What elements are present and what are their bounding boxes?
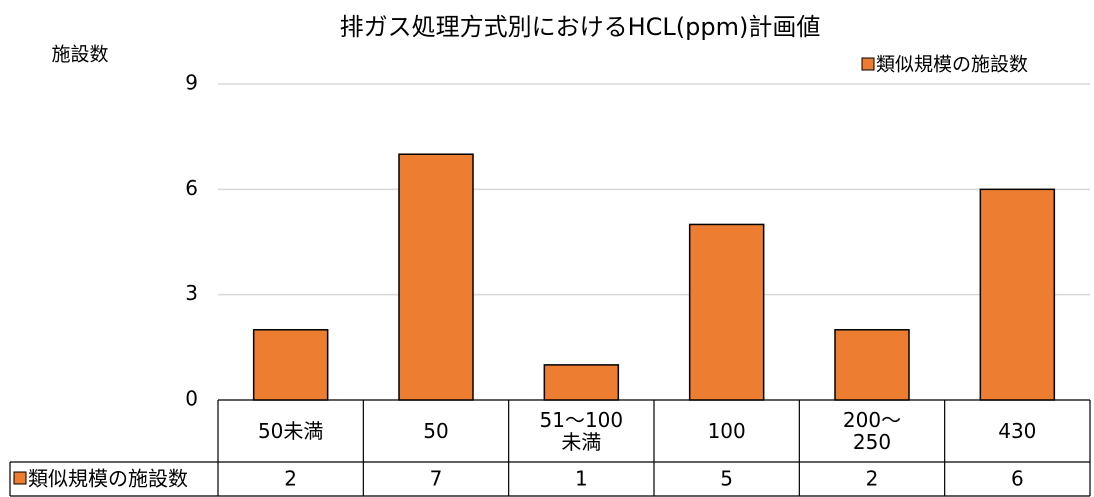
table-value: 2 (866, 467, 879, 491)
table-value: 7 (430, 467, 443, 491)
bar (398, 153, 474, 401)
bar (543, 364, 620, 401)
table-value: 5 (720, 467, 733, 491)
bar (979, 188, 1056, 401)
x-tick-label: 200～250 (842, 408, 902, 454)
x-tick-label: 430 (998, 419, 1037, 443)
table-value: 2 (284, 467, 297, 491)
bar (834, 329, 910, 401)
chart-title: 排ガス処理方式別におけるHCL(ppm)計画値 (340, 13, 821, 41)
table-series-name: 類似規模の施設数 (28, 467, 188, 491)
x-tick-label: 100 (707, 419, 746, 443)
table-value: 6 (1011, 467, 1024, 491)
x-tick-label: 50 (423, 419, 449, 443)
legend-key (13, 471, 27, 485)
x-tick-label: 51～100未満 (539, 408, 624, 454)
bar (688, 223, 765, 401)
legend-label: 類似規模の施設数 (876, 54, 1028, 76)
y-tick-label: 6 (185, 176, 198, 200)
y-tick-label: 0 (185, 387, 198, 411)
table-value: 1 (575, 467, 588, 491)
y-tick-label: 3 (185, 281, 198, 305)
bar (252, 329, 329, 401)
y-tick-label: 9 (185, 71, 198, 95)
legend-key (861, 57, 875, 71)
y-axis-label: 施設数 (51, 44, 108, 66)
x-tick-label: 50未満 (257, 419, 324, 443)
